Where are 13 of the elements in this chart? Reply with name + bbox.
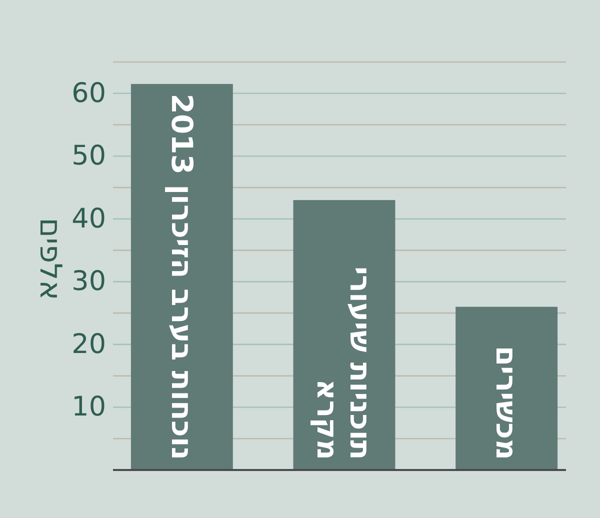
bar: [130, 84, 233, 470]
y-tick-label: 10: [72, 392, 106, 423]
x-tick-label: תוכניות שיעורי מקרא: [310, 266, 378, 460]
bar: [293, 200, 396, 470]
y-tick-label: 60: [72, 78, 106, 109]
y-tick-label: 20: [72, 328, 106, 360]
y-tick-label: 40: [72, 203, 106, 234]
bar: [456, 306, 558, 470]
y-axis-title: אלפים: [32, 218, 68, 300]
x-tick-label: נוכחות בערב הזיכרון 2013: [164, 94, 199, 460]
y-tick-label: 30: [72, 266, 106, 298]
y-tick-label: 50: [72, 140, 106, 172]
x-tick-label: מכשירים: [490, 346, 524, 460]
